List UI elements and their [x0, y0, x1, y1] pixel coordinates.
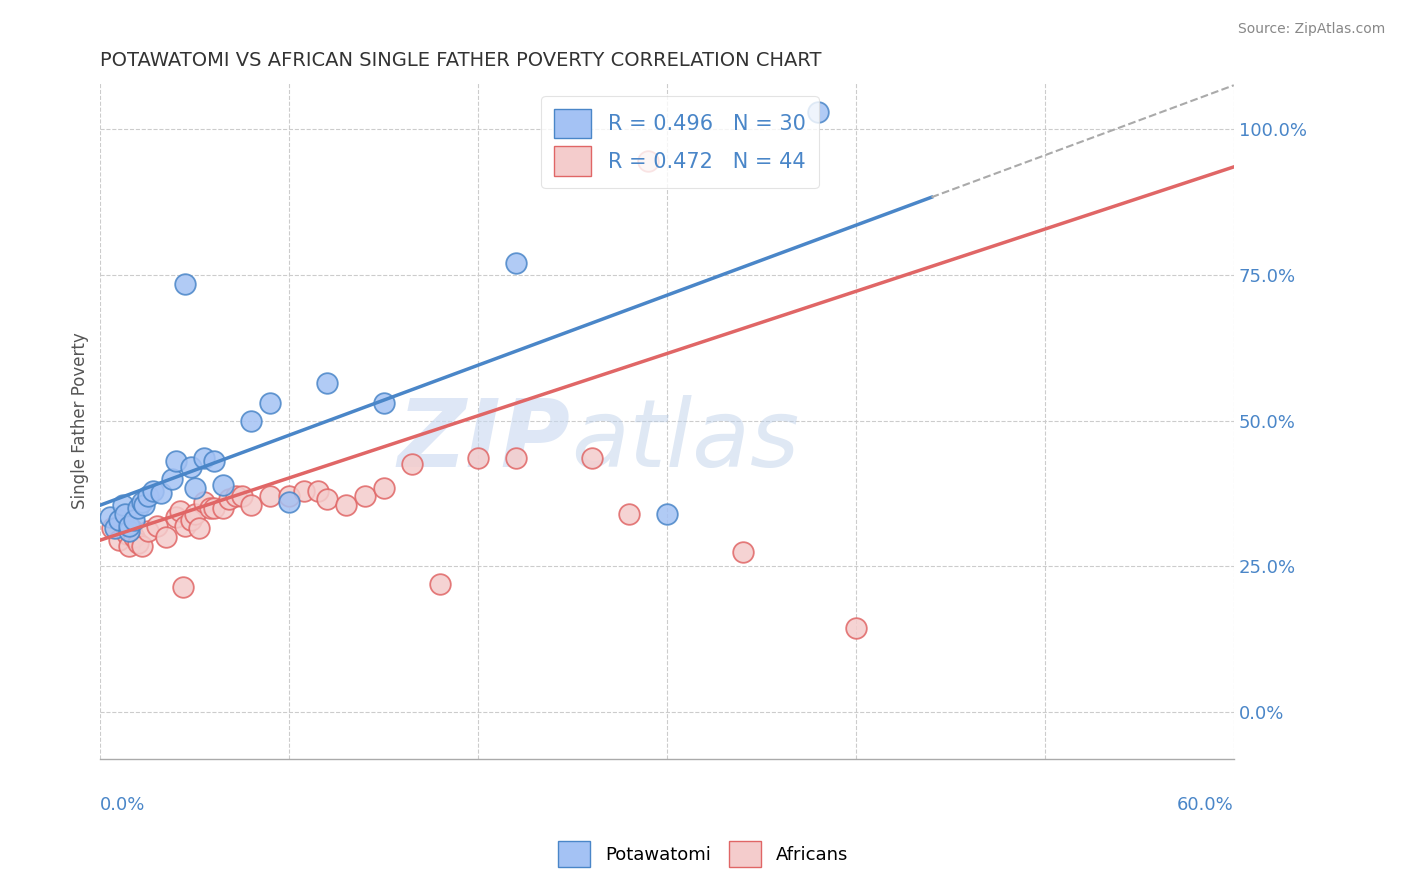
Point — [278, 495, 301, 509]
Point — [127, 501, 149, 516]
Point — [581, 451, 603, 466]
Point — [198, 501, 221, 516]
Point — [118, 518, 141, 533]
Point — [131, 539, 153, 553]
Point — [193, 495, 215, 509]
Point — [240, 413, 263, 427]
Point — [193, 451, 215, 466]
Point — [98, 509, 121, 524]
Point — [225, 489, 247, 503]
Legend: R = 0.496   N = 30, R = 0.472   N = 44: R = 0.496 N = 30, R = 0.472 N = 44 — [541, 96, 818, 188]
Y-axis label: Single Father Poverty: Single Father Poverty — [72, 332, 89, 509]
Point — [373, 481, 395, 495]
Point — [218, 492, 240, 507]
Point — [108, 533, 131, 548]
Point — [136, 489, 159, 503]
Point — [655, 507, 678, 521]
Point — [118, 539, 141, 553]
Point — [505, 256, 527, 270]
Point — [278, 489, 301, 503]
Point — [187, 521, 209, 535]
Point — [307, 483, 329, 498]
Text: atlas: atlas — [571, 395, 799, 486]
Point — [353, 489, 375, 503]
Point — [180, 513, 202, 527]
Point — [316, 376, 339, 390]
Point — [231, 489, 253, 503]
Point — [184, 481, 207, 495]
Point — [155, 530, 177, 544]
Text: Source: ZipAtlas.com: Source: ZipAtlas.com — [1237, 22, 1385, 37]
Point — [115, 527, 138, 541]
Point — [212, 477, 235, 491]
Point — [127, 536, 149, 550]
Point — [169, 504, 191, 518]
Point — [202, 454, 225, 468]
Text: ZIP: ZIP — [398, 395, 571, 487]
Point — [165, 509, 187, 524]
Point — [845, 621, 868, 635]
Point — [505, 451, 527, 466]
Point — [165, 454, 187, 468]
Point — [637, 154, 659, 169]
Point — [172, 580, 194, 594]
Point — [146, 518, 169, 533]
Point — [619, 507, 641, 521]
Point — [136, 524, 159, 539]
Point — [259, 396, 281, 410]
Point — [149, 486, 172, 500]
Point — [132, 498, 155, 512]
Point — [124, 530, 146, 544]
Point — [467, 451, 489, 466]
Point — [104, 521, 127, 535]
Point — [259, 489, 281, 503]
Point — [114, 507, 136, 521]
Point — [142, 483, 165, 498]
Point — [111, 516, 134, 530]
Text: 60.0%: 60.0% — [1177, 796, 1234, 814]
Text: 0.0%: 0.0% — [100, 796, 146, 814]
Point — [292, 483, 315, 498]
Point — [160, 472, 183, 486]
Point — [731, 545, 754, 559]
Point — [100, 521, 122, 535]
Point — [174, 277, 197, 291]
Point — [202, 501, 225, 516]
Point — [429, 577, 451, 591]
Point — [120, 521, 142, 535]
Point — [807, 104, 830, 119]
Point — [316, 492, 339, 507]
Point — [212, 501, 235, 516]
Point — [184, 507, 207, 521]
Point — [401, 458, 423, 472]
Text: POTAWATOMI VS AFRICAN SINGLE FATHER POVERTY CORRELATION CHART: POTAWATOMI VS AFRICAN SINGLE FATHER POVE… — [100, 51, 823, 70]
Point — [373, 396, 395, 410]
Point — [124, 513, 146, 527]
Point — [180, 460, 202, 475]
Legend: Potawatomi, Africans: Potawatomi, Africans — [551, 834, 855, 874]
Point — [108, 513, 131, 527]
Point — [118, 524, 141, 539]
Point — [111, 498, 134, 512]
Point — [335, 498, 357, 512]
Point — [174, 518, 197, 533]
Point — [131, 495, 153, 509]
Point — [240, 498, 263, 512]
